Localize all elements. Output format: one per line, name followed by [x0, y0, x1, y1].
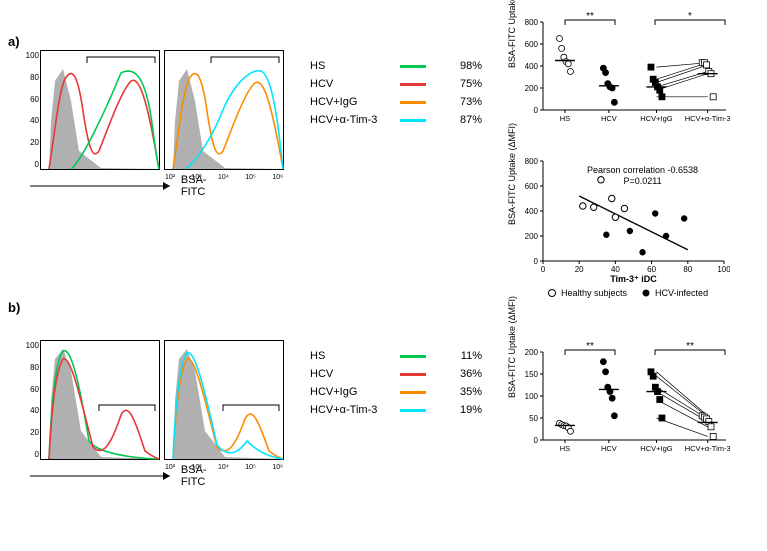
hist-svg	[165, 51, 285, 171]
svg-text:HS: HS	[560, 444, 570, 453]
svg-text:200: 200	[525, 232, 539, 241]
svg-text:20: 20	[575, 265, 584, 274]
svg-text:*: *	[688, 11, 692, 22]
svg-text:100: 100	[525, 392, 539, 401]
panel-a-correlation: BSA-FITC Uptake (ΔMFI) 02004006008000204…	[525, 155, 730, 283]
svg-text:100: 100	[717, 265, 730, 274]
scatter-svg: 0 50 100 150 200 HS HCV HCV+IgG HCV+α-Tim-3 ** **	[525, 338, 730, 458]
svg-text:600: 600	[525, 40, 539, 49]
svg-text:60: 60	[647, 265, 656, 274]
svg-text:**: **	[586, 341, 594, 352]
panel-b-scatter: BSA-FITC Uptake (ΔMFI) 050100150200HSHCV…	[525, 338, 730, 458]
panel-a-hist-2: 10²10³10⁴10⁵10⁶	[164, 50, 284, 170]
svg-text:800: 800	[525, 157, 539, 166]
y-ticks: 100806040200	[21, 51, 39, 169]
svg-text:80: 80	[683, 265, 692, 274]
corr-legend: Healthy subjects HCV-infected	[547, 288, 708, 298]
svg-text:400: 400	[525, 207, 539, 216]
svg-text:50: 50	[529, 414, 538, 423]
panel-a-histograms: 100806040200 10²10³10⁴10⁵10⁶ BSA-FITC	[40, 50, 284, 170]
svg-text:Tim-3⁺ iDC: Tim-3⁺ iDC	[610, 274, 657, 283]
svg-text:HCV+α-Tim-3: HCV+α-Tim-3	[685, 114, 730, 123]
svg-text:800: 800	[525, 18, 539, 27]
svg-text:**: **	[586, 11, 594, 22]
panel-b-histograms: 100806040200 10²10³10⁴10⁵10⁶ BSA-FITC	[40, 340, 284, 460]
svg-text:0: 0	[541, 265, 546, 274]
svg-text:Pearson correlation -0.6538: Pearson correlation -0.6538	[587, 165, 698, 175]
svg-text:200: 200	[525, 348, 539, 357]
panel-a-scatter-top: BSA-FITC Uptake (ΔMFI) 0200400600800HSHC…	[525, 8, 730, 128]
panel-b-legend: HS11%HCV36%HCV+IgG35%HCV+α-Tim-319%	[310, 350, 482, 416]
hist-svg	[41, 51, 161, 171]
svg-text:**: **	[686, 341, 694, 352]
gate-bar	[41, 403, 161, 417]
scatter-svg: 0 200 400 600 800 0 20 40 60 80 100 Tim-3⁺ iDC Pears…	[525, 155, 730, 283]
svg-text:HCV+IgG: HCV+IgG	[640, 114, 672, 123]
y-ticks: 100806040200	[21, 341, 39, 459]
gate-bar	[165, 55, 285, 69]
svg-text:600: 600	[525, 182, 539, 191]
axis-label: BSA-FITC	[181, 174, 230, 198]
svg-text:HCV: HCV	[601, 444, 617, 453]
svg-text:0: 0	[534, 436, 539, 445]
panel-a-legend: HS98%HCV75%HCV+IgG73%HCV+α-Tim-387%	[310, 60, 482, 126]
panel-b-hist-1: 100806040200	[40, 340, 160, 460]
svg-text:HCV+IgG: HCV+IgG	[640, 444, 672, 453]
svg-text:400: 400	[525, 62, 539, 71]
svg-text:P=0.0211: P=0.0211	[623, 176, 661, 186]
axis-arrow: BSA-FITC	[30, 464, 230, 488]
panel-b-hist-2: 10²10³10⁴10⁵10⁶	[164, 340, 284, 460]
svg-text:HS: HS	[560, 114, 570, 123]
gate-bar	[41, 55, 161, 69]
svg-text:0: 0	[534, 106, 539, 115]
svg-text:HCV+α-Tim-3: HCV+α-Tim-3	[685, 444, 730, 453]
hist-svg	[41, 341, 161, 461]
y-label: BSA-FITC Uptake (ΔMFI)	[507, 296, 517, 398]
corr-legend-hcv: HCV-infected	[655, 288, 708, 298]
panel-b-label: b)	[8, 300, 20, 315]
scatter-svg: 0200400600800HSHCVHCV+IgGHCV+α-Tim-3***	[525, 8, 730, 128]
svg-text:200: 200	[525, 84, 539, 93]
svg-text:40: 40	[611, 265, 620, 274]
svg-text:150: 150	[525, 370, 539, 379]
svg-text:HCV: HCV	[601, 114, 617, 123]
axis-label: BSA-FITC	[181, 464, 230, 488]
corr-legend-hs: Healthy subjects	[561, 288, 627, 298]
panel-a-hist-1: 100806040200	[40, 50, 160, 170]
y-label: BSA-FITC Uptake (ΔMFI)	[507, 123, 517, 225]
hist-svg	[165, 341, 285, 461]
gate-bar	[165, 403, 285, 417]
axis-arrow: BSA-FITC	[30, 174, 230, 198]
y-label: BSA-FITC Uptake (ΔMFI)	[507, 0, 517, 68]
panel-a-label: a)	[8, 34, 20, 49]
svg-text:0: 0	[534, 257, 539, 266]
